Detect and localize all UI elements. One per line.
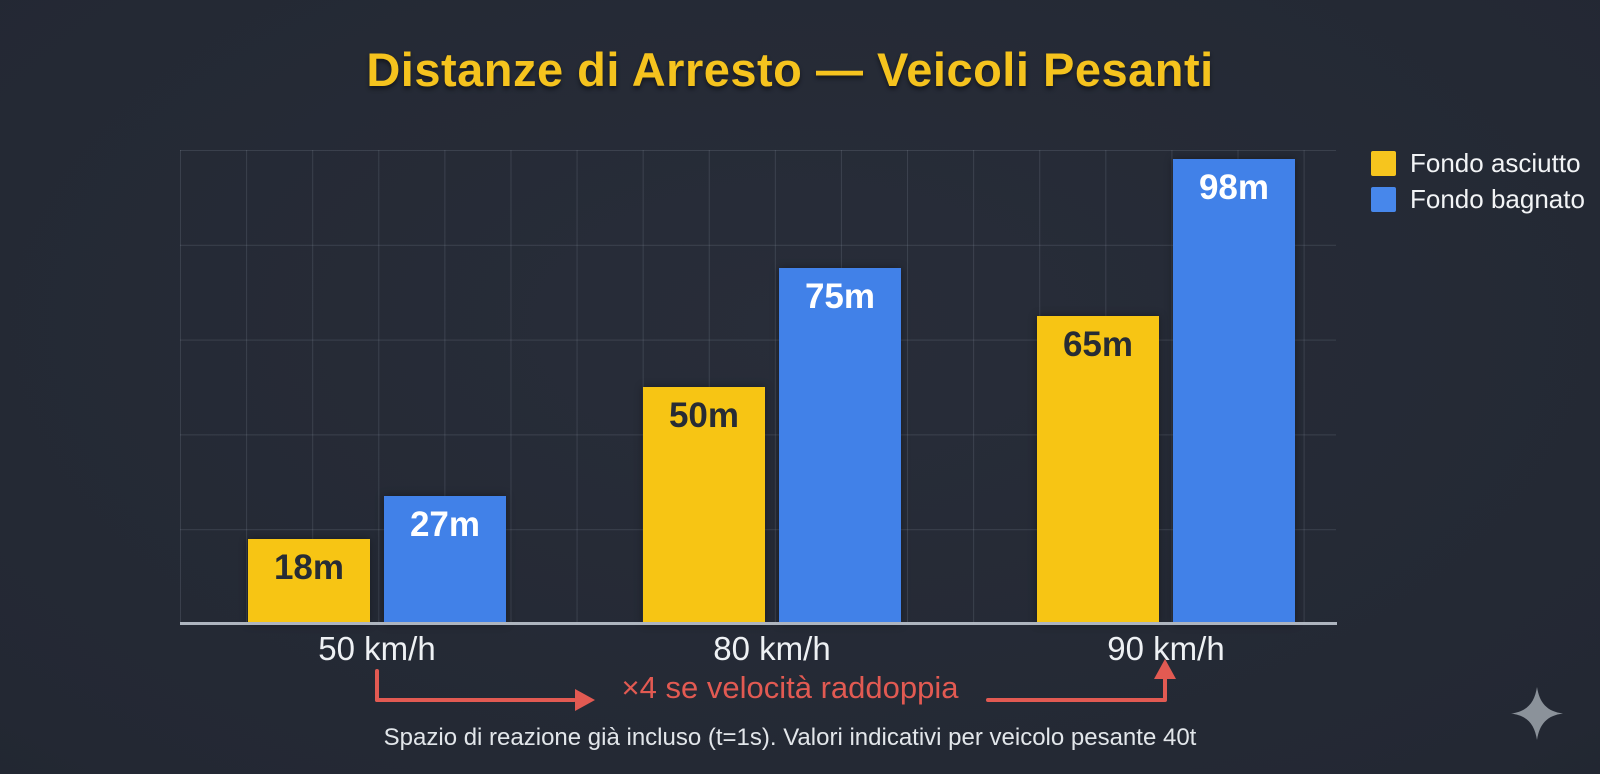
chart-title: Distanze di Arresto — Veicoli Pesanti — [366, 43, 1214, 96]
sparkle-icon — [1511, 687, 1563, 740]
bar-value-label: 50m — [668, 396, 740, 435]
annotation-connector-right-horizontal — [986, 698, 1166, 702]
wet-surface-swatch — [1371, 186, 1396, 212]
bar-fondo-bagnato-90km/h: 98m — [1173, 159, 1295, 624]
bar-value-label: 65m — [1062, 325, 1134, 364]
annotation-connector-left-vertical — [375, 669, 379, 702]
bar-fondo-bagnato-80km/h: 75m — [779, 268, 901, 624]
bar-fondo-asciutto-90km/h: 65m — [1037, 316, 1159, 624]
bar-value-label: 98m — [1198, 168, 1270, 207]
annotation-text: ×4 se velocità raddoppia — [621, 670, 959, 705]
footnote: Spazio di reazione già incluso (t=1s). V… — [383, 724, 1197, 751]
x-axis-line — [180, 622, 1337, 625]
annotation-arrowhead-right-icon — [575, 689, 595, 711]
legend: Fondo asciutto Fondo bagnato — [1371, 147, 1585, 222]
x-axis-label: 80 km/h — [713, 630, 831, 667]
x-axis-label: 50 km/h — [318, 630, 436, 667]
annotation-connector-right-vertical — [1163, 677, 1167, 702]
bar-fondo-asciutto-80km/h: 50m — [643, 387, 765, 624]
bar-value-label: 75m — [804, 277, 876, 316]
legend-item: Fondo asciutto — [1371, 147, 1585, 178]
plot-area: 18m 27m 50m 75m 65m 98m — [180, 150, 1336, 624]
bar-value-label: 27m — [409, 505, 481, 544]
bar-fondo-asciutto-50km/h: 18m — [248, 539, 370, 624]
legend-label: Fondo bagnato — [1410, 183, 1585, 214]
legend-item: Fondo bagnato — [1371, 183, 1585, 214]
bar-value-label: 18m — [273, 548, 345, 587]
bar-fondo-bagnato-50km/h: 27m — [384, 496, 506, 624]
legend-label: Fondo asciutto — [1410, 147, 1581, 178]
annotation-arrowhead-up-icon — [1154, 659, 1176, 679]
dry-surface-swatch — [1371, 150, 1396, 176]
annotation-connector-left-horizontal — [375, 698, 576, 702]
